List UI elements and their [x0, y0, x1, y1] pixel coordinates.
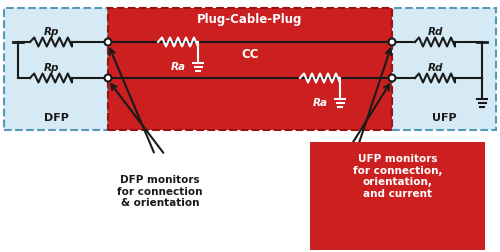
Text: CC: CC — [241, 48, 259, 61]
FancyBboxPatch shape — [392, 8, 496, 130]
Circle shape — [388, 75, 396, 81]
Text: Plug-Cable-Plug: Plug-Cable-Plug — [198, 14, 302, 26]
Circle shape — [104, 39, 112, 46]
Circle shape — [388, 39, 396, 46]
Text: UFP monitors
for connection,
orientation,
and current: UFP monitors for connection, orientation… — [353, 154, 442, 199]
Text: Rd: Rd — [428, 27, 442, 37]
Text: Ra: Ra — [170, 62, 186, 72]
Text: Rd: Rd — [428, 63, 442, 73]
Text: DFP monitors
for connection
& orientation: DFP monitors for connection & orientatio… — [117, 175, 203, 208]
Text: Rp: Rp — [44, 27, 59, 37]
FancyBboxPatch shape — [108, 8, 392, 130]
FancyBboxPatch shape — [4, 8, 108, 130]
FancyBboxPatch shape — [310, 142, 485, 250]
Text: Ra: Ra — [312, 98, 328, 108]
Text: DFP: DFP — [44, 113, 68, 123]
Text: Rp: Rp — [44, 63, 59, 73]
Text: UFP: UFP — [432, 113, 456, 123]
Circle shape — [104, 75, 112, 81]
